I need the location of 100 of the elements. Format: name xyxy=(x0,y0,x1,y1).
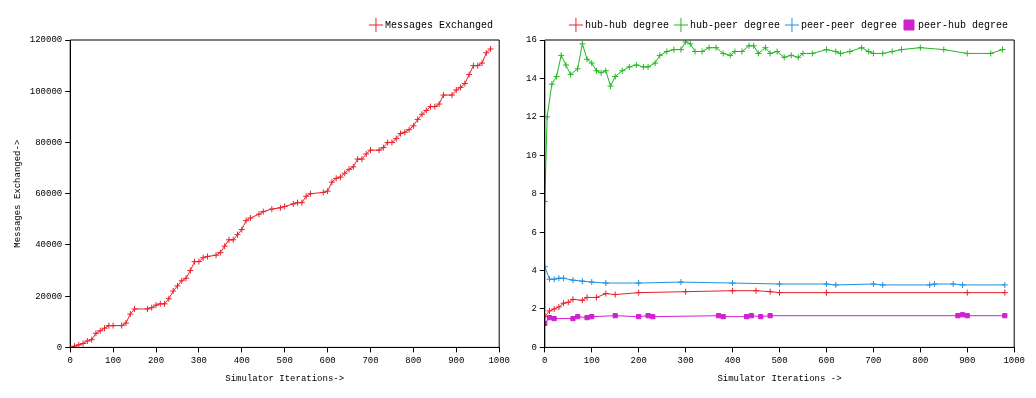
y-tick-label: 80000 xyxy=(35,137,63,148)
point xyxy=(650,314,656,320)
point xyxy=(758,314,764,320)
point xyxy=(575,314,581,320)
legend-label: peer-peer degree xyxy=(800,19,897,31)
point xyxy=(1002,313,1008,319)
x-axis-title: Simulator Iterations-> xyxy=(225,373,345,384)
point xyxy=(592,293,600,301)
y-tick-label: 16 xyxy=(525,35,537,46)
point xyxy=(832,281,840,289)
x-tick-label: 200 xyxy=(147,356,165,367)
y-tick-label: 120000 xyxy=(29,35,63,46)
point xyxy=(550,275,558,283)
point xyxy=(560,274,568,282)
x-tick-label: 800 xyxy=(405,356,422,367)
point xyxy=(570,315,576,322)
point xyxy=(555,274,563,282)
y-tick-label: 0 xyxy=(56,342,63,353)
point xyxy=(729,279,737,287)
point xyxy=(589,314,595,320)
point xyxy=(748,313,754,319)
point xyxy=(677,278,685,286)
point xyxy=(879,281,887,289)
point xyxy=(636,314,642,320)
x-tick-label: 400 xyxy=(724,356,741,367)
point xyxy=(822,280,830,288)
point xyxy=(720,314,726,320)
y-tick-label: 4 xyxy=(531,265,537,276)
point xyxy=(550,305,558,313)
y-tick-label: 14 xyxy=(525,73,537,84)
y-axis-title: Messages Exchanged-> xyxy=(12,139,23,248)
y-tick-label: 100000 xyxy=(29,86,63,97)
point xyxy=(635,279,643,287)
x-tick-label: 800 xyxy=(912,356,929,367)
point xyxy=(959,281,967,289)
point xyxy=(766,288,774,296)
point xyxy=(612,313,618,319)
point xyxy=(964,313,970,319)
point xyxy=(588,278,596,286)
point xyxy=(729,287,737,295)
point xyxy=(584,315,590,321)
x-tick-label: 600 xyxy=(319,356,336,367)
x-tick-label: 900 xyxy=(959,356,976,367)
point xyxy=(555,303,563,311)
point xyxy=(682,288,690,296)
point xyxy=(752,287,760,295)
point xyxy=(583,293,591,301)
x-tick-label: 0 xyxy=(542,356,548,367)
y-tick-label: 6 xyxy=(531,227,537,238)
point xyxy=(869,280,877,288)
point xyxy=(569,295,577,303)
x-tick-label: 200 xyxy=(630,356,647,367)
point xyxy=(551,315,557,322)
legend-label: hub-peer degree xyxy=(689,19,780,31)
point xyxy=(564,298,572,306)
y-tick-label: 8 xyxy=(531,189,537,200)
y-tick-label: 40000 xyxy=(35,240,63,251)
point xyxy=(611,291,619,299)
point xyxy=(602,279,610,287)
y-tick-label: 12 xyxy=(525,112,537,123)
x-tick-label: 1000 xyxy=(488,356,510,367)
legend-label: peer-hub degree xyxy=(917,19,1008,31)
x-tick-label: 1000 xyxy=(1003,356,1025,367)
x-tick-label: 100 xyxy=(105,356,122,367)
x-tick-label: 300 xyxy=(190,356,207,367)
point xyxy=(744,314,750,320)
point xyxy=(955,313,961,319)
point xyxy=(569,276,577,284)
y-tick-label: 0 xyxy=(531,342,537,353)
x-tick-label: 100 xyxy=(583,356,600,367)
point xyxy=(949,280,957,288)
x-axis-title: Simulator Iterations -> xyxy=(717,373,842,384)
point xyxy=(635,289,643,297)
y-tick-label: 60000 xyxy=(35,189,63,200)
point xyxy=(926,281,934,289)
point xyxy=(963,289,971,297)
point xyxy=(602,290,610,298)
point xyxy=(578,277,586,285)
y-tick-label: 20000 xyxy=(35,291,63,302)
x-tick-label: 900 xyxy=(448,356,465,367)
x-tick-label: 400 xyxy=(233,356,250,367)
point xyxy=(546,307,553,315)
y-tick-label: 2 xyxy=(531,304,537,315)
legend-label: hub-hub degree xyxy=(584,19,669,31)
x-tick-label: 700 xyxy=(865,356,882,367)
x-tick-label: 600 xyxy=(818,356,835,367)
point xyxy=(776,289,783,297)
x-tick-label: 300 xyxy=(677,356,694,367)
x-tick-label: 0 xyxy=(67,356,73,367)
point xyxy=(822,289,830,297)
y-tick-label: 10 xyxy=(525,150,537,161)
x-tick-label: 700 xyxy=(362,356,379,367)
point xyxy=(645,313,651,319)
point xyxy=(776,280,783,288)
x-tick-label: 500 xyxy=(276,356,293,367)
x-tick-label: 500 xyxy=(771,356,788,367)
point xyxy=(930,280,938,288)
point xyxy=(578,296,586,304)
point xyxy=(767,313,773,319)
point xyxy=(959,312,966,318)
